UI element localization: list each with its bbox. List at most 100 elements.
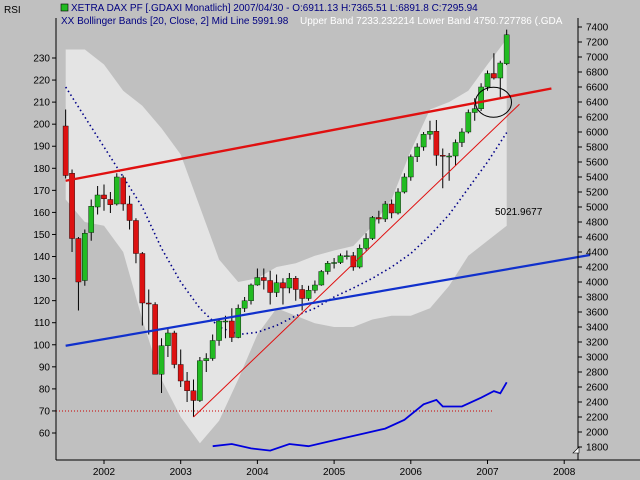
candle-body: [286, 278, 293, 289]
candle-body: [273, 282, 280, 293]
price-tick-label: 6200: [586, 113, 609, 124]
candle-body: [241, 300, 248, 309]
bollinger-mid-line: [65, 86, 508, 336]
price-tick-label: 2400: [586, 398, 609, 409]
candle-body: [420, 134, 427, 148]
candle-body: [203, 358, 210, 361]
candle-body: [101, 194, 107, 199]
rsi-tick-label: 120: [33, 296, 50, 307]
price-tick-label: 3800: [586, 293, 609, 304]
rsi-panel-label: RSI: [4, 5, 21, 16]
price-tick-label: 4600: [586, 233, 609, 244]
candle-body: [133, 220, 139, 254]
year-tick-label: 2004: [246, 467, 269, 478]
year-tick-label: 2008: [553, 467, 576, 478]
year-tick-label: 2003: [170, 467, 193, 478]
candle-body: [439, 155, 446, 157]
candle-body: [459, 131, 465, 143]
axis-corner-marker: [572, 446, 580, 454]
rsi-tick-label: 170: [33, 186, 50, 197]
candle-body: [478, 86, 484, 109]
price-tick-label: 2200: [586, 413, 609, 424]
candle-body: [197, 360, 203, 401]
rsi-tick-label: 190: [33, 142, 50, 153]
candle-body: [145, 302, 152, 305]
year-tick-label: 2007: [476, 467, 499, 478]
candle-body: [267, 280, 273, 293]
candle-body: [414, 146, 420, 157]
candle-body: [69, 173, 75, 239]
candle-body: [331, 262, 337, 264]
candle-body: [503, 34, 510, 64]
rsi-tick-label: 200: [33, 120, 50, 131]
rsi-tick-label: 60: [39, 429, 51, 440]
candle-body: [388, 203, 395, 214]
candle-body: [446, 155, 452, 158]
price-tick-label: 1800: [586, 443, 609, 454]
candle-body: [248, 284, 254, 301]
price-tick-label: 3000: [586, 353, 609, 364]
price-tick-label: 7200: [586, 38, 609, 49]
trendlines: [65, 86, 590, 418]
rsi-tick-label: 230: [33, 54, 50, 65]
red-trendline: [65, 87, 552, 182]
candle-body: [312, 284, 318, 291]
candle-body: [401, 176, 408, 193]
price-tick-label: 5200: [586, 188, 609, 199]
rsi-tick-label: 150: [33, 230, 50, 241]
rsi-tick-label: 160: [33, 208, 50, 219]
header-bollinger-right: Upper Band 7233.232214 Lower Band 4750.7…: [300, 16, 563, 27]
candle-body: [471, 108, 478, 113]
candle-body: [484, 73, 491, 88]
price-tick-label: 6800: [586, 68, 609, 79]
rsi-indicator: [56, 381, 508, 452]
candle-body: [369, 217, 376, 239]
candle-body: [94, 194, 101, 208]
candle-body: [152, 304, 158, 375]
candle-body: [427, 131, 433, 135]
candle-body: [260, 277, 267, 281]
candle-body: [62, 125, 69, 176]
rsi-tick-label: 180: [33, 164, 50, 175]
candle-body: [344, 255, 350, 257]
blue-trendline: [65, 253, 590, 347]
legend-swatch-icon: [60, 3, 69, 12]
rsi-tick-label: 140: [33, 252, 50, 263]
price-tick-label: 7000: [586, 53, 609, 64]
candle-body: [497, 62, 504, 79]
candle-body: [165, 332, 171, 346]
candle-body: [222, 320, 229, 323]
candle-body: [190, 390, 197, 401]
candle-body: [465, 112, 472, 133]
price-tick-label: 3600: [586, 308, 609, 319]
candle-body: [88, 206, 95, 233]
rsi-tick-label: 210: [33, 98, 50, 109]
price-annotation: 5021.9677: [495, 207, 543, 218]
candle-body: [82, 233, 88, 281]
price-tick-label: 7400: [586, 23, 609, 34]
candle-body: [113, 176, 120, 205]
rsi-tick-label: 100: [33, 340, 50, 351]
price-tick-label: 5600: [586, 158, 609, 169]
candle-body: [171, 332, 178, 365]
thin-red-trendline: [193, 103, 520, 418]
candle-body: [126, 203, 133, 221]
candle-body: [216, 320, 222, 341]
candle-body: [318, 271, 325, 286]
candle-body: [177, 364, 184, 382]
year-tick-label: 2002: [93, 467, 116, 478]
candle-body: [209, 340, 216, 359]
rsi-tick-label: 220: [33, 76, 50, 87]
price-tick-label: 6600: [586, 83, 609, 94]
price-tick-label: 5400: [586, 173, 609, 184]
candle-body: [229, 320, 235, 338]
price-tick-label: 5000: [586, 203, 609, 214]
candle-body: [299, 289, 305, 299]
candle-body: [280, 282, 286, 289]
price-tick-label: 2000: [586, 428, 609, 439]
candle-body: [235, 308, 242, 338]
candle-body: [337, 255, 344, 263]
candle-body: [363, 238, 369, 249]
price-tick-label: 4000: [586, 278, 609, 289]
